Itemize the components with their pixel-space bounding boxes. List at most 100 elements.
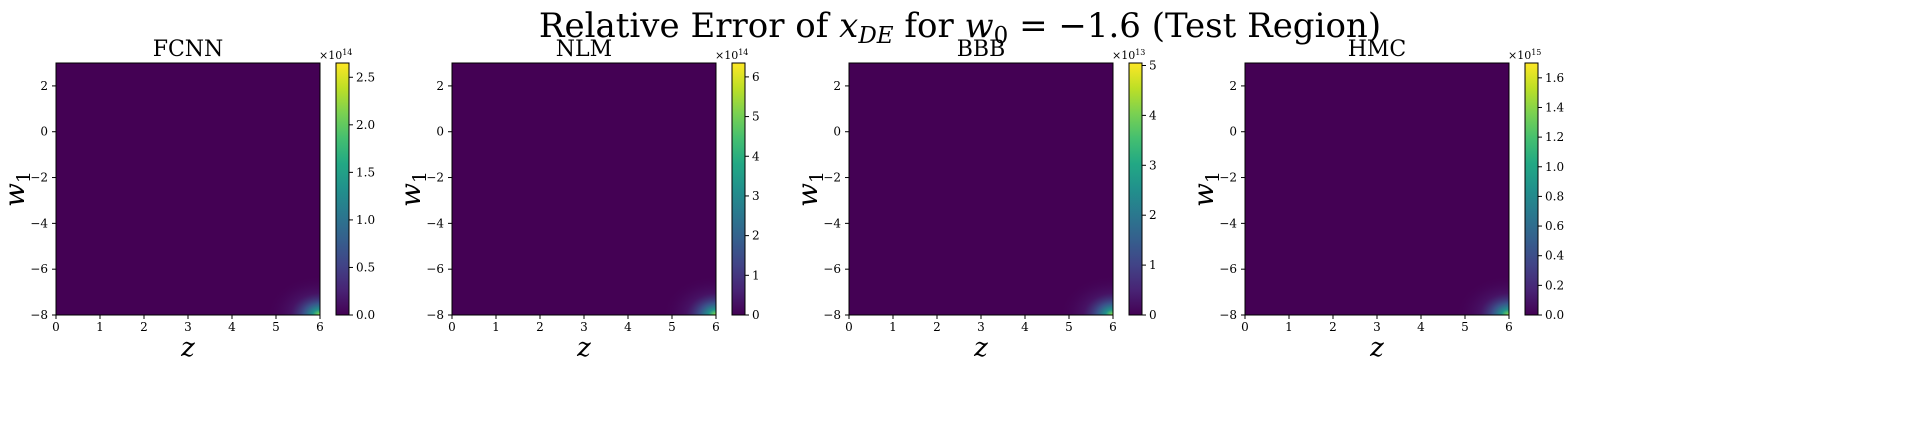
x-tick-label: 4 bbox=[1021, 320, 1029, 334]
y-tick-label: 2 bbox=[40, 79, 48, 93]
heatmap-field bbox=[1245, 63, 1509, 315]
colorbar-tick-label: 5 bbox=[752, 110, 760, 124]
title-var: x bbox=[839, 6, 858, 46]
y-tick-label: −2 bbox=[1219, 171, 1237, 185]
x-tick-label: 5 bbox=[1065, 320, 1073, 334]
heatmap-field bbox=[849, 63, 1113, 315]
colorbar-tick-label: 1.0 bbox=[1545, 160, 1564, 174]
x-tick-label: 1 bbox=[1285, 320, 1293, 334]
x-tick-label: 0 bbox=[1241, 320, 1249, 334]
subplot-title: FCNN bbox=[153, 37, 224, 62]
y-tick-label: 0 bbox=[436, 125, 444, 139]
colorbar-gradient bbox=[1128, 62, 1143, 316]
colorbar-tick-label: 4 bbox=[1149, 108, 1157, 122]
colorbar-tick-label: 1.6 bbox=[1545, 71, 1564, 85]
heatmap-field bbox=[452, 63, 716, 315]
colorbar-tick-label: 0 bbox=[1149, 308, 1157, 322]
x-tick-label: 3 bbox=[580, 320, 588, 334]
colorbar-tick-label: 0.8 bbox=[1545, 189, 1564, 203]
colorbar-tick-label: 0.5 bbox=[356, 260, 375, 274]
x-tick-label: 5 bbox=[1461, 320, 1469, 334]
colorbar-tick-label: 0 bbox=[752, 308, 760, 322]
x-tick-label: 0 bbox=[448, 320, 456, 334]
y-tick-label: −4 bbox=[30, 216, 48, 230]
y-tick-label: −8 bbox=[426, 308, 444, 322]
y-tick-label: −2 bbox=[426, 171, 444, 185]
colorbar-tick-label: 6 bbox=[752, 70, 760, 84]
y-axis-label: w1 bbox=[394, 171, 431, 207]
y-tick-label: 2 bbox=[833, 79, 841, 93]
y-tick-label: −2 bbox=[823, 171, 841, 185]
title-value: = −1.6 bbox=[1008, 6, 1141, 46]
colorbar-gradient bbox=[335, 62, 350, 316]
heatmap-hotspot bbox=[1455, 275, 1509, 315]
y-tick-label: −2 bbox=[30, 171, 48, 185]
colorbar: 0 1 2 3 4 5 6 ×1014 bbox=[715, 48, 760, 322]
y-tick-label: −6 bbox=[823, 262, 841, 276]
y-tick-label: 0 bbox=[40, 125, 48, 139]
colorbar-tick-label: 5 bbox=[1149, 58, 1157, 72]
x-tick-label: 4 bbox=[1417, 320, 1425, 334]
y-tick-label: 2 bbox=[1229, 79, 1237, 93]
heatmap-hotspot bbox=[662, 275, 716, 315]
colorbar-tick-label: 2 bbox=[752, 229, 760, 243]
colorbar-tick-label: 2.5 bbox=[356, 70, 375, 84]
colorbar-tick-label: 0.4 bbox=[1545, 249, 1564, 263]
y-tick-label: 2 bbox=[436, 79, 444, 93]
x-axis-label: z bbox=[180, 333, 195, 363]
colorbar-exponent: ×1014 bbox=[319, 48, 352, 62]
subplot-title: HMC bbox=[1348, 37, 1407, 62]
x-tick-label: 5 bbox=[668, 320, 676, 334]
y-tick-label: −6 bbox=[426, 262, 444, 276]
x-tick-label: 2 bbox=[1329, 320, 1337, 334]
heatmap-hotspot bbox=[266, 275, 320, 315]
colorbar-gradient bbox=[731, 62, 746, 316]
x-tick-label: 6 bbox=[712, 320, 720, 334]
colorbar-tick-label: 0.0 bbox=[1545, 308, 1564, 322]
title-suffix: (Test Region) bbox=[1141, 6, 1381, 46]
x-axis-label: z bbox=[576, 333, 591, 363]
y-tick-label: −8 bbox=[823, 308, 841, 322]
figure-title: Relative Error of xDE for w0 = −1.6 (Tes… bbox=[539, 6, 1381, 49]
x-tick-label: 0 bbox=[52, 320, 60, 334]
y-tick-label: −4 bbox=[426, 216, 444, 230]
title-var-sub: DE bbox=[857, 23, 893, 49]
y-tick-label: −6 bbox=[30, 262, 48, 276]
x-tick-label: 6 bbox=[316, 320, 324, 334]
subplot-bbb: BBB 0 1 2 3 4 5 6 −8 −6 −4 −2 0 2 z w1 0 1 2 3 4 5 ×1013 bbox=[791, 37, 1157, 363]
title-param-sub: 0 bbox=[994, 23, 1009, 49]
colorbar-tick-label: 2.0 bbox=[356, 118, 375, 132]
colorbar: 0.0 0.5 1.0 1.5 2.0 2.5 ×1014 bbox=[319, 48, 375, 322]
x-tick-label: 2 bbox=[536, 320, 544, 334]
heatmap-hotspot bbox=[1059, 275, 1113, 315]
y-axis-label: w1 bbox=[791, 171, 828, 207]
x-tick-label: 6 bbox=[1109, 320, 1117, 334]
x-tick-label: 2 bbox=[933, 320, 941, 334]
y-axis-label: w1 bbox=[1187, 171, 1224, 207]
y-tick-label: 0 bbox=[1229, 125, 1237, 139]
colorbar-tick-label: 1.4 bbox=[1545, 100, 1564, 114]
subplot-title: BBB bbox=[957, 37, 1006, 62]
colorbar-tick-label: 2 bbox=[1149, 208, 1157, 222]
x-tick-label: 4 bbox=[624, 320, 632, 334]
y-tick-label: −8 bbox=[1219, 308, 1237, 322]
colorbar-tick-label: 1 bbox=[752, 268, 760, 282]
x-tick-label: 3 bbox=[977, 320, 985, 334]
x-tick-label: 0 bbox=[845, 320, 853, 334]
x-tick-label: 1 bbox=[889, 320, 897, 334]
y-tick-label: −4 bbox=[823, 216, 841, 230]
subplot-title: NLM bbox=[556, 37, 612, 62]
colorbar-tick-label: 1.5 bbox=[356, 165, 375, 179]
colorbar: 0 1 2 3 4 5 ×1013 bbox=[1112, 48, 1157, 322]
x-tick-label: 5 bbox=[272, 320, 280, 334]
title-prefix: Relative Error of bbox=[539, 6, 839, 46]
colorbar-exponent: ×1013 bbox=[1112, 48, 1145, 62]
subplot-fcnn: FCNN 0 1 2 3 4 5 6 −8 −6 −4 −2 0 2 z w1 0.0 0.5 1.0 1.5 2.0 2… bbox=[0, 37, 375, 363]
colorbar-tick-label: 3 bbox=[1149, 158, 1157, 172]
title-param: w bbox=[965, 6, 994, 46]
y-tick-label: −6 bbox=[1219, 262, 1237, 276]
colorbar-tick-label: 0.2 bbox=[1545, 278, 1564, 292]
x-tick-label: 1 bbox=[96, 320, 104, 334]
subplots: FCNN 0 1 2 3 4 5 6 −8 −6 −4 −2 0 2 z w1 0.0 0.5 1.0 1.5 2.0 2… bbox=[0, 37, 1564, 363]
